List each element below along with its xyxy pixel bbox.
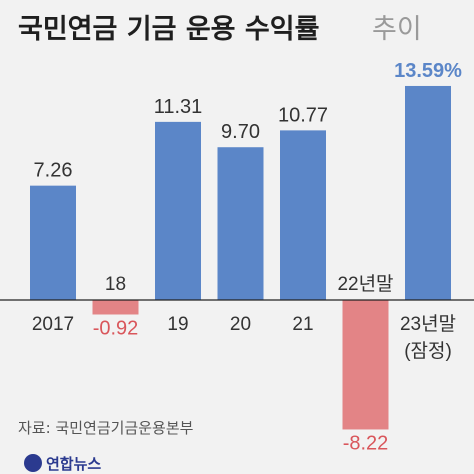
category-label-5: 22년말 [337, 273, 393, 295]
category-label-0: 2017 [32, 314, 74, 335]
logo-text: 연합뉴스 [46, 455, 101, 473]
bar-6 [405, 85, 451, 301]
bar-5 [342, 300, 389, 430]
bars-group [30, 85, 451, 430]
value-label-6: 13.59% [394, 60, 462, 82]
category-label-1: 18 [105, 274, 126, 295]
source-text: 자료: 국민연금기금운용본부 [18, 419, 194, 437]
bar-3 [217, 147, 264, 300]
chart-title: 국민연금 기금 운용 수익률 추이 [18, 14, 422, 45]
value-label-1: -0.92 [93, 317, 139, 339]
value-label-4: 10.77 [278, 104, 328, 126]
category-note-6: (잠정) [404, 340, 452, 362]
value-label-2: 11.31 [154, 96, 203, 118]
chart-title-main: 국민연금 기금 운용 수익률 [18, 14, 319, 45]
bar-0 [30, 185, 76, 300]
logo-mark [24, 454, 42, 472]
chart-title-sub: 추이 [372, 14, 422, 45]
logo: 연합뉴스 [24, 454, 101, 473]
category-label-4: 21 [292, 314, 313, 335]
labels-group: 7.26 2017 -0.92 18 11.31 19 9.70 20 10.77 21 -8.22… [32, 60, 462, 455]
value-label-5: -8.22 [343, 432, 389, 454]
category-label-6: 23년말 [400, 313, 456, 335]
value-label-0: 7.26 [34, 160, 73, 182]
category-label-3: 20 [230, 314, 251, 335]
value-label-3: 9.70 [221, 121, 260, 143]
category-label-2: 19 [167, 314, 188, 335]
bar-4 [280, 130, 326, 300]
bar-1 [92, 300, 139, 315]
bar-2 [155, 121, 201, 301]
